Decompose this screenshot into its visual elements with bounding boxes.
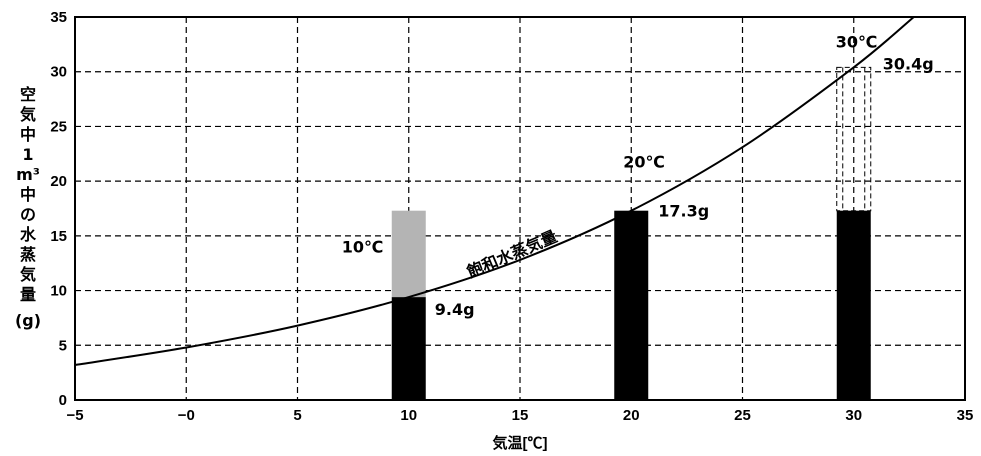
bar-temp-label: 30℃ [836,32,878,51]
svg-text:空: 空 [20,85,36,104]
x-tick-label: −0 [178,407,195,424]
bar-temp-label: 20℃ [623,153,665,172]
water-vapor-bar [391,297,426,400]
plot-frame [74,16,966,401]
y-tick-label: 15 [50,228,67,245]
svg-text:中: 中 [20,185,36,204]
x-tick-label: 5 [293,407,301,424]
x-tick-label: 15 [512,407,529,424]
svg-text:1: 1 [22,145,33,164]
x-axis-label: 気温[℃] [493,434,548,452]
bar-value-label: 9.4g [435,300,475,319]
svg-text:m³: m³ [16,165,40,184]
y-tick-label: 5 [59,337,67,354]
saturation-curve [74,16,915,366]
excess-vapor-bar [391,210,426,298]
bar-value-label: 30.4g [883,54,934,73]
y-tick-label: 20 [50,173,67,190]
bar-temp-label: 10℃ [342,237,384,256]
y-tick-label: 10 [50,283,67,300]
x-tick-label: 35 [957,407,974,424]
svg-text:蒸: 蒸 [20,245,36,264]
x-tick-label: −5 [66,407,83,424]
x-tick-label: 30 [845,407,862,424]
y-tick-label: 25 [50,118,67,135]
water-vapor-bar [614,210,649,400]
annotations: 10℃ 9.4g 20℃ 17.3g 30℃ 30.4g [342,32,934,319]
x-tick-label: 25 [734,407,751,424]
bar-value-label: 17.3g [658,202,709,221]
svg-text:水: 水 [20,225,37,244]
bars [391,66,872,400]
svg-text:気: 気 [20,105,36,124]
x-tick-label: 10 [400,407,417,424]
y-tick-label: 30 [50,64,67,81]
grid [75,17,965,400]
y-axis-label: 空 気 中 1 m³ 中 の 水 蒸 気 量 (g) [15,85,41,330]
svg-text:量: 量 [20,285,36,304]
svg-text:気: 気 [20,265,36,284]
water-vapor-bar [836,210,871,400]
svg-text:の: の [20,205,36,224]
tick-labels: −5 −0 5 10 15 20 25 30 35 0 5 10 15 20 25 30 35 [50,9,973,424]
x-tick-label: 20 [623,407,640,424]
y-tick-label: 0 [59,392,67,409]
y-tick-label: 35 [50,9,67,26]
svg-text:中: 中 [20,125,36,144]
svg-text:(g): (g) [15,311,41,330]
